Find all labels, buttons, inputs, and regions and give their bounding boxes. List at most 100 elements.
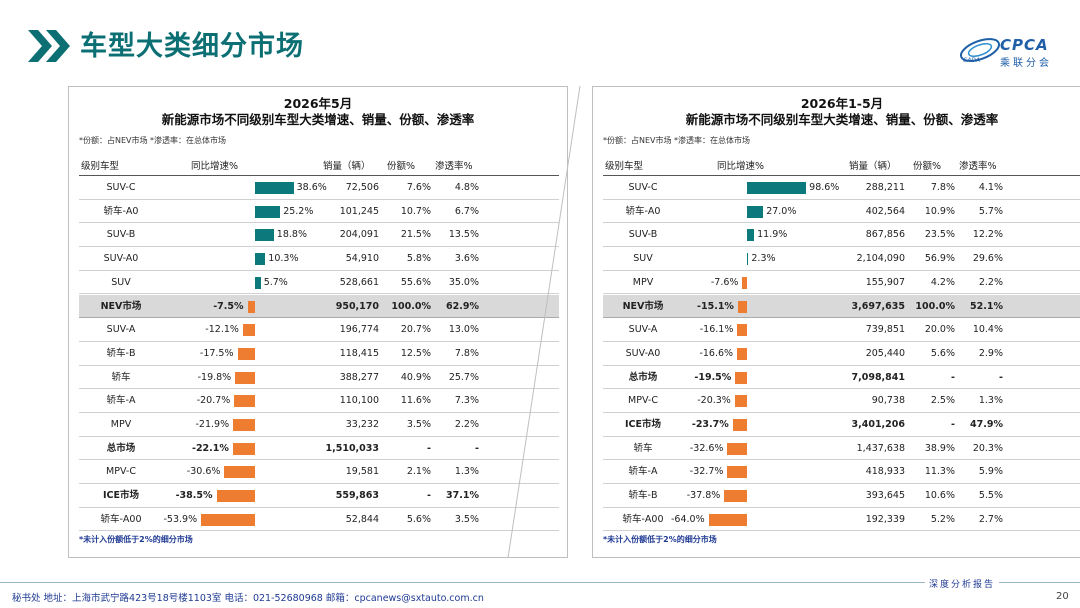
col-header-share: 份额% [387, 161, 416, 172]
sales-value: 192,339 [865, 513, 905, 525]
segment-name: MPV-C [628, 395, 658, 407]
growth-label: 38.6% [296, 182, 327, 193]
penetration-value: 10.4% [972, 324, 1003, 336]
penetration-value: 4.8% [454, 182, 479, 193]
sales-value: 1,510,033 [325, 442, 380, 454]
sales-value: 204,091 [339, 229, 379, 241]
growth-bar [255, 276, 261, 289]
header-divider [79, 175, 559, 176]
sales-value: 1,437,638 [856, 442, 905, 454]
growth-label: -7.5% [213, 300, 244, 312]
growth-bar [255, 253, 266, 266]
segment-name: 轿车 [633, 442, 653, 454]
sales-value: 118,415 [339, 347, 379, 359]
penetration-value: 5.9% [978, 466, 1003, 478]
segment-name: 轿车-A0 [625, 205, 661, 217]
double-chevron-icon [28, 30, 70, 62]
share-value: - [427, 490, 431, 502]
segment-name: NEV市场 [100, 300, 142, 312]
share-value: 55.6% [400, 276, 431, 288]
panel-subtitle: 新能源市场不同级别车型大类增速、销量、份额、渗透率 [161, 112, 475, 127]
growth-label: 98.6% [809, 182, 840, 193]
panel-title: 2026年1-5月 [800, 96, 884, 111]
segment-name: SUV-A [106, 324, 136, 336]
share-value: 21.5% [400, 229, 431, 241]
panel-footnote: *未计入份额低于2%的细分市场 [79, 535, 193, 544]
growth-bar [255, 182, 294, 194]
growth-label: -32.6% [689, 442, 724, 454]
share-value: 11.6% [400, 395, 431, 407]
sales-value: 33,232 [345, 419, 379, 430]
growth-label: 25.2% [283, 205, 314, 217]
growth-label: -38.5% [175, 490, 213, 502]
page-number: 20 [1056, 591, 1069, 602]
growth-bar [737, 300, 747, 313]
sales-value: 110,100 [339, 395, 379, 407]
col-header-penetration: 渗透率% [959, 161, 997, 172]
share-value: - [951, 419, 955, 430]
growth-label: -53.9% [163, 513, 198, 525]
sales-value: 90,738 [871, 395, 905, 407]
share-value: 38.9% [924, 442, 955, 454]
share-value: 10.7% [400, 205, 431, 217]
penetration-value: 7.8% [454, 347, 479, 359]
sales-value: 288,211 [865, 182, 905, 193]
table-row: SUV-A -12.1% 196,774 20.7% 13.0% [79, 318, 559, 342]
page-title: 车型大类细分市场 [80, 31, 304, 62]
share-value: 2.5% [930, 395, 955, 407]
share-value: 100.0% [391, 300, 431, 312]
share-value: 7.6% [406, 182, 431, 193]
segment-name: SUV-C [106, 182, 136, 193]
share-value: 7.8% [930, 182, 955, 193]
share-value: - [951, 371, 955, 383]
col-header-segment: 级别车型 [605, 161, 644, 172]
table-row: 轿车-A00 -53.9% 52,844 5.6% 3.5% [79, 508, 559, 532]
segment-name: 轿车-A00 [622, 513, 664, 525]
table-row: MPV -21.9% 33,232 3.5% 2.2% [79, 413, 559, 437]
segment-name: 轿车-B [106, 347, 136, 359]
panel-footnote: *未计入份额低于2%的细分市场 [603, 535, 717, 544]
sales-value: 559,863 [335, 490, 379, 502]
growth-bar [233, 419, 255, 431]
share-value: 4.2% [930, 276, 955, 288]
growth-label: -17.5% [199, 347, 234, 359]
table-row: SUV-C 98.6% 288,211 7.8% 4.1% [603, 176, 1080, 200]
penetration-value: 29.6% [972, 253, 1003, 265]
share-value: 5.6% [930, 347, 955, 359]
share-value: 40.9% [400, 371, 431, 383]
segment-name: SUV-A0 [103, 253, 139, 265]
sales-value: 528,661 [339, 276, 379, 288]
sales-value: 205,440 [865, 347, 905, 359]
growth-bar [747, 205, 764, 218]
table-row: 轿车-A0 25.2% 101,245 10.7% 6.7% [79, 200, 559, 224]
sales-value: 418,933 [865, 466, 905, 478]
table-row: 轿车-A -20.7% 110,100 11.6% 7.3% [79, 389, 559, 413]
growth-bar [201, 513, 255, 526]
penetration-value: 3.5% [454, 513, 479, 525]
table-panel-ytd: 2026年1-5月 新能源市场不同级别车型大类增速、销量、份额、渗透率 *份额：… [592, 86, 1080, 558]
growth-bar [724, 490, 747, 503]
growth-label: 5.7% [263, 276, 288, 288]
growth-bar [234, 395, 255, 408]
growth-bar [737, 324, 747, 337]
segment-name: SUV [111, 276, 131, 288]
segment-name: SUV-A [628, 324, 658, 336]
segment-name: 总市场 [106, 442, 136, 454]
growth-label: -37.8% [686, 490, 721, 502]
growth-label: 10.3% [268, 253, 299, 265]
cpca-logo-icon [959, 38, 1001, 62]
growth-bar [747, 229, 755, 242]
penetration-value: - [999, 371, 1003, 383]
panel-note: *份额：占NEV市场 *渗透率：在总体市场 [79, 136, 227, 145]
sales-value: 72,506 [345, 182, 379, 193]
growth-label: -12.1% [205, 324, 239, 336]
penetration-value: 5.5% [978, 490, 1003, 502]
growth-bar [747, 182, 807, 194]
growth-label: 27.0% [766, 205, 797, 217]
penetration-value: 5.7% [978, 205, 1003, 217]
table-row: 轿车-A00 -64.0% 192,339 5.2% 2.7% [603, 508, 1080, 532]
share-value: 5.8% [406, 253, 431, 265]
col-header-sales: 销量（辆） [849, 161, 897, 172]
table-row: SUV-B 18.8% 204,091 21.5% 13.5% [79, 223, 559, 248]
